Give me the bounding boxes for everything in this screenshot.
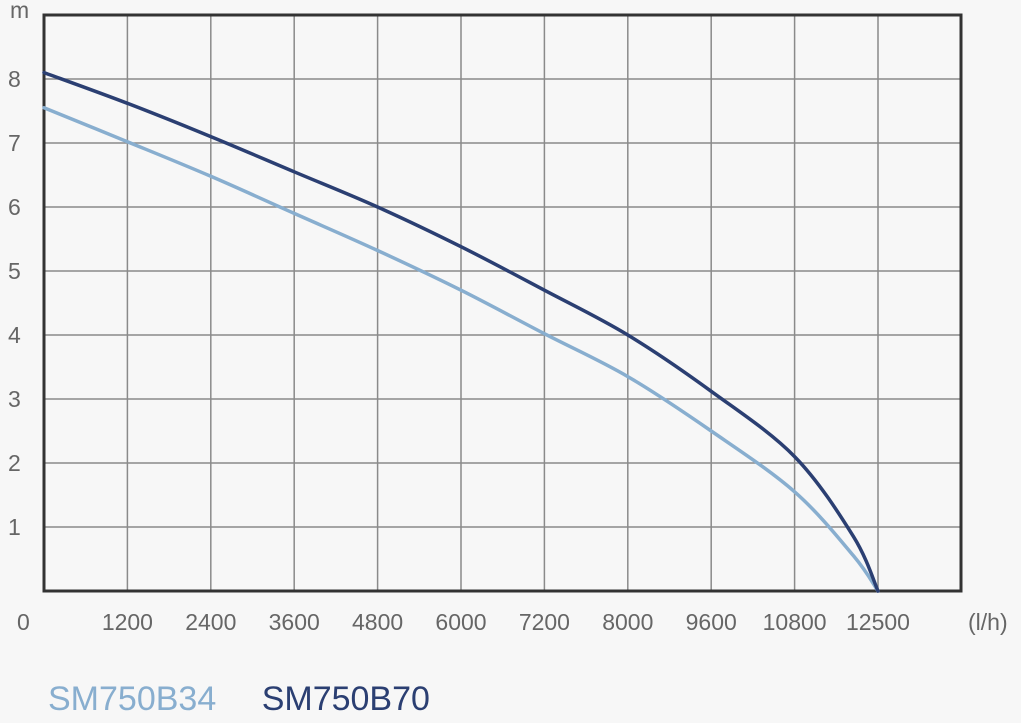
y-tick-label: 3 — [8, 386, 21, 412]
x-tick-labels: 1200 2400 3600 4800 6000 7200 8000 9600 10800 125… — [102, 609, 910, 635]
x-tick-label: 2400 — [185, 609, 236, 635]
chart-grid — [44, 15, 961, 591]
y-tick-label: 5 — [8, 258, 21, 284]
y-axis-label: m — [10, 0, 29, 23]
x-tick-label: 7200 — [519, 609, 570, 635]
series-line-sm750b70 — [42, 70, 880, 593]
x-tick-label: 9600 — [686, 609, 737, 635]
x-tick-label: 3600 — [269, 609, 320, 635]
x-tick-label: 10800 — [763, 609, 827, 635]
x-tick-label: 8000 — [602, 609, 653, 635]
x-tick-label: 12500 — [846, 609, 910, 635]
plot-border — [42, 13, 963, 593]
y-tick-label: 7 — [8, 130, 21, 156]
y-tick-label: 8 — [8, 66, 21, 92]
y-tick-label: 6 — [8, 194, 21, 220]
series-line-sm750b34 — [42, 106, 880, 593]
chart-series — [42, 70, 880, 593]
x-origin-label: 0 — [17, 609, 30, 635]
x-axis-label: (l/h) — [968, 609, 1008, 635]
y-tick-label: 2 — [8, 450, 21, 476]
legend: SM750B34 SM750B70 — [48, 680, 466, 719]
y-tick-label: 1 — [8, 514, 21, 540]
x-tick-label: 1200 — [102, 609, 153, 635]
y-tick-label: 4 — [8, 322, 21, 348]
legend-item-sm750b70: SM750B70 — [261, 680, 430, 718]
plot-frame — [42, 13, 963, 593]
x-tick-label: 4800 — [352, 609, 403, 635]
x-tick-label: 6000 — [435, 609, 486, 635]
legend-item-sm750b34: SM750B34 — [48, 680, 217, 718]
y-tick-labels: 1 2 3 4 5 6 7 8 — [8, 66, 21, 540]
